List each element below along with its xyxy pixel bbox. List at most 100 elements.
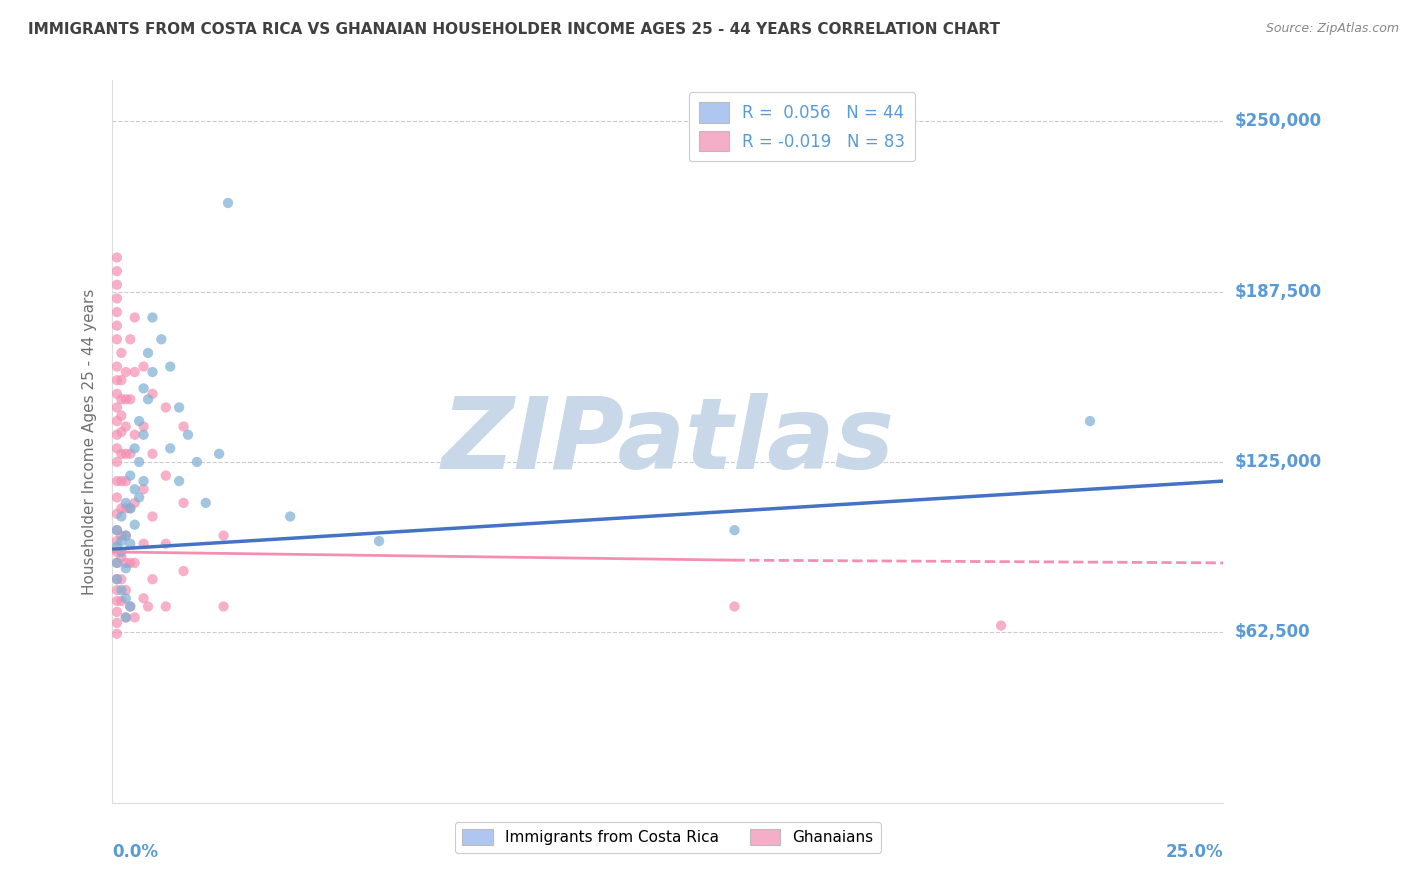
Point bbox=[110, 572, 132, 586]
Point bbox=[120, 599, 142, 614]
Point bbox=[114, 610, 136, 624]
Point bbox=[124, 427, 146, 442]
Point bbox=[132, 419, 155, 434]
Point bbox=[217, 196, 239, 211]
Point bbox=[132, 482, 155, 496]
Point bbox=[114, 447, 136, 461]
Point bbox=[124, 442, 146, 456]
Point bbox=[124, 482, 146, 496]
Point bbox=[105, 605, 128, 619]
Point bbox=[120, 556, 142, 570]
Point bbox=[173, 564, 195, 578]
Point bbox=[155, 401, 177, 415]
Point bbox=[124, 496, 146, 510]
Point bbox=[186, 455, 208, 469]
Point bbox=[110, 594, 132, 608]
Point bbox=[132, 359, 155, 374]
Point bbox=[110, 528, 132, 542]
Point bbox=[159, 359, 181, 374]
Point bbox=[110, 373, 132, 387]
Point bbox=[132, 591, 155, 606]
Point bbox=[114, 583, 136, 598]
Point bbox=[105, 556, 128, 570]
Point bbox=[105, 491, 128, 505]
Point bbox=[114, 392, 136, 407]
Legend: Immigrants from Costa Rica, Ghanaians: Immigrants from Costa Rica, Ghanaians bbox=[454, 822, 882, 853]
Point bbox=[212, 599, 235, 614]
Point bbox=[141, 572, 163, 586]
Point bbox=[114, 556, 136, 570]
Point bbox=[132, 537, 155, 551]
Point bbox=[114, 591, 136, 606]
Point bbox=[167, 401, 190, 415]
Point bbox=[105, 264, 128, 278]
Point bbox=[105, 455, 128, 469]
Point bbox=[105, 442, 128, 456]
Point bbox=[1078, 414, 1101, 428]
Point bbox=[105, 474, 128, 488]
Point bbox=[114, 528, 136, 542]
Point bbox=[110, 501, 132, 516]
Point bbox=[136, 392, 159, 407]
Point bbox=[110, 534, 132, 549]
Point bbox=[105, 572, 128, 586]
Point bbox=[128, 414, 150, 428]
Point bbox=[124, 310, 146, 325]
Point bbox=[110, 545, 132, 559]
Text: $250,000: $250,000 bbox=[1234, 112, 1322, 130]
Text: IMMIGRANTS FROM COSTA RICA VS GHANAIAN HOUSEHOLDER INCOME AGES 25 - 44 YEARS COR: IMMIGRANTS FROM COSTA RICA VS GHANAIAN H… bbox=[28, 22, 1000, 37]
Point bbox=[120, 392, 142, 407]
Point bbox=[150, 332, 173, 346]
Point bbox=[110, 425, 132, 439]
Point bbox=[177, 427, 200, 442]
Point bbox=[114, 365, 136, 379]
Point bbox=[368, 534, 391, 549]
Point bbox=[120, 599, 142, 614]
Point bbox=[159, 442, 181, 456]
Point bbox=[105, 615, 128, 630]
Point bbox=[114, 501, 136, 516]
Point bbox=[105, 251, 128, 265]
Point bbox=[114, 474, 136, 488]
Point bbox=[173, 496, 195, 510]
Text: ZIPatlas: ZIPatlas bbox=[441, 393, 894, 490]
Point bbox=[155, 599, 177, 614]
Point bbox=[110, 474, 132, 488]
Point bbox=[110, 392, 132, 407]
Point bbox=[120, 468, 142, 483]
Point bbox=[110, 409, 132, 423]
Point bbox=[124, 610, 146, 624]
Point bbox=[120, 501, 142, 516]
Text: 0.0%: 0.0% bbox=[112, 843, 159, 861]
Point bbox=[132, 474, 155, 488]
Point bbox=[105, 373, 128, 387]
Point bbox=[723, 599, 745, 614]
Point bbox=[105, 318, 128, 333]
Point bbox=[132, 427, 155, 442]
Point bbox=[194, 496, 217, 510]
Text: 25.0%: 25.0% bbox=[1166, 843, 1223, 861]
Point bbox=[141, 447, 163, 461]
Point bbox=[114, 419, 136, 434]
Point bbox=[120, 537, 142, 551]
Point bbox=[105, 305, 128, 319]
Text: Source: ZipAtlas.com: Source: ZipAtlas.com bbox=[1265, 22, 1399, 36]
Point bbox=[105, 583, 128, 598]
Point bbox=[110, 447, 132, 461]
Point bbox=[105, 594, 128, 608]
Point bbox=[990, 618, 1012, 632]
Point bbox=[105, 427, 128, 442]
Point bbox=[105, 507, 128, 521]
Point bbox=[105, 523, 128, 537]
Point bbox=[110, 550, 132, 565]
Point bbox=[128, 455, 150, 469]
Point bbox=[723, 523, 745, 537]
Point bbox=[124, 556, 146, 570]
Point bbox=[105, 556, 128, 570]
Point bbox=[167, 474, 190, 488]
Point bbox=[124, 517, 146, 532]
Point bbox=[155, 468, 177, 483]
Point bbox=[105, 545, 128, 559]
Point bbox=[105, 401, 128, 415]
Point bbox=[141, 310, 163, 325]
